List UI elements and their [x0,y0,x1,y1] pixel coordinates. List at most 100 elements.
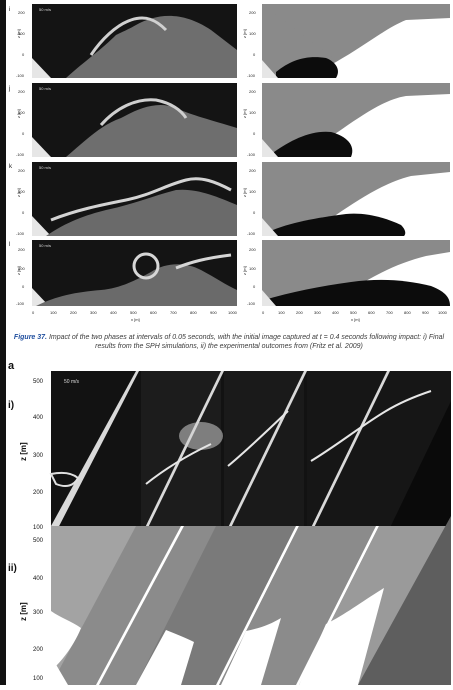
y-tick: -100 [16,301,25,306]
caption-text: Impact of the two phases at intervals of… [48,334,445,350]
x-tick: 200 [296,310,303,315]
y-tick: 200 [18,89,25,94]
y-tick: 100 [249,31,256,36]
experiment-white-region [306,18,450,78]
subpanel-c: c) [224,371,307,536]
wave-front [145,443,212,485]
x-tick: 800 [404,310,411,315]
y-tick: 400 [33,576,44,582]
y-tick: 500 [33,538,44,544]
x-tick: 1000 [438,310,448,315]
row-i-label: i) [8,400,14,411]
speed-label: 50 m/s [39,7,51,12]
y-tick: 200 [249,10,256,15]
y-tick: 0 [22,52,25,57]
sph-splash [99,98,188,126]
simulation-comparison-figure: i 50 m/s z [m] 200 100 0 -100 z [m] 200 … [6,0,453,332]
y-tick: 400 [33,415,44,421]
y-tick: 200 [249,168,256,173]
y-axis-label: z [m] [242,29,247,38]
splash-spray [179,422,223,450]
x-tick: 300 [90,310,97,315]
white-wave [51,611,81,668]
experiment-sequence-figure: a i) a) 50 m/s b) c) d) [6,356,453,685]
sph-splash [50,177,232,222]
incline-stripe [216,526,299,685]
figure-caption: Figure 37. Impact of the two phases at i… [10,333,448,351]
panel-letter: a [8,360,15,372]
y-tick: 200 [33,647,44,653]
x-tick: 800 [190,310,197,315]
white-wave [221,618,281,685]
wave-front [227,410,289,467]
x-tick: 600 [150,310,157,315]
row-k: k 50 m/s z [m] 200 100 0 -100 z [m] 200 … [9,162,450,236]
y-tick: 0 [253,131,256,136]
y-tick: -100 [16,152,25,157]
figure-number: Figure 37. [13,334,47,341]
y-axis-label: z [m] [19,602,28,621]
wave-front [310,390,432,462]
x-tick: 1000 [228,310,238,315]
y-axis-label: z [m] [242,188,247,197]
experiment-slope [262,60,278,78]
y-tick: 0 [253,52,256,57]
sph-wave [66,105,237,157]
experiment-gray-region [262,4,450,60]
experiment-black-region [274,131,353,157]
experiment-slope [262,290,276,306]
y-tick: 500 [33,379,44,385]
bottom-figure-svg: a i) a) 50 m/s b) c) d) [8,360,451,685]
row-ii-incline [51,516,451,685]
row-ii-label: ii) [8,563,17,574]
y-tick: 100 [249,110,256,115]
sph-vortex [132,252,160,280]
row-j: j 50 m/s z [m] 200 100 0 -100 z [m] 200 … [8,83,450,157]
row-i: i 50 m/s z [m] 200 100 0 -100 z [m] 200 … [9,4,450,78]
x-tick: 900 [422,310,429,315]
subpanel-b: b) [141,371,224,536]
y-tick: 100 [18,189,25,194]
x-tick: 200 [70,310,77,315]
experiment-slope [262,139,278,157]
sph-splash [89,16,168,56]
y-axis-label: z [m] [19,442,28,461]
sph-wave [46,189,237,236]
x-tick: 700 [386,310,393,315]
row-l: l 50 m/s z [m] 200 100 0 -100 z [m] 200 … [9,240,450,306]
wave-front [49,471,80,487]
y-tick: -100 [16,231,25,236]
row-letter: k [9,164,13,170]
y-tick: 100 [18,266,25,271]
incline-ramp [386,401,451,536]
x-tick: 900 [210,310,217,315]
subpanel-d: d) [307,371,451,536]
sph-wave [66,15,237,78]
incline-line [307,371,390,536]
y-tick: 100 [249,266,256,271]
left-x-axis: 0 100 200 300 400 500 600 700 800 900 10… [32,310,238,322]
x-tick: 600 [368,310,375,315]
y-tick: 100 [33,525,44,531]
right-x-axis: 0 100 200 300 400 500 600 700 800 900 10… [262,310,448,322]
x-tick: 400 [332,310,339,315]
y-tick: 100 [18,31,25,36]
row-letter: l [9,242,10,248]
speed-label: 50 m/s [39,243,51,248]
speed-label: 50 m/s [39,165,51,170]
y-tick: -100 [247,301,256,306]
x-tick: 0 [262,310,265,315]
white-wave [299,588,384,685]
x-tick: 500 [350,310,357,315]
x-axis-label: x [m] [131,317,140,322]
y-tick: -100 [247,73,256,78]
sph-slope [32,137,51,157]
y-tick: -100 [16,73,25,78]
y-axis-label: z [m] [242,266,247,275]
experiment-black-region [264,279,450,306]
incline-line [51,371,139,536]
x-tick: 0 [32,310,35,315]
x-axis-label: x [m] [351,317,360,322]
y-axis-label: z [m] [16,29,21,38]
y-tick: 100 [18,110,25,115]
